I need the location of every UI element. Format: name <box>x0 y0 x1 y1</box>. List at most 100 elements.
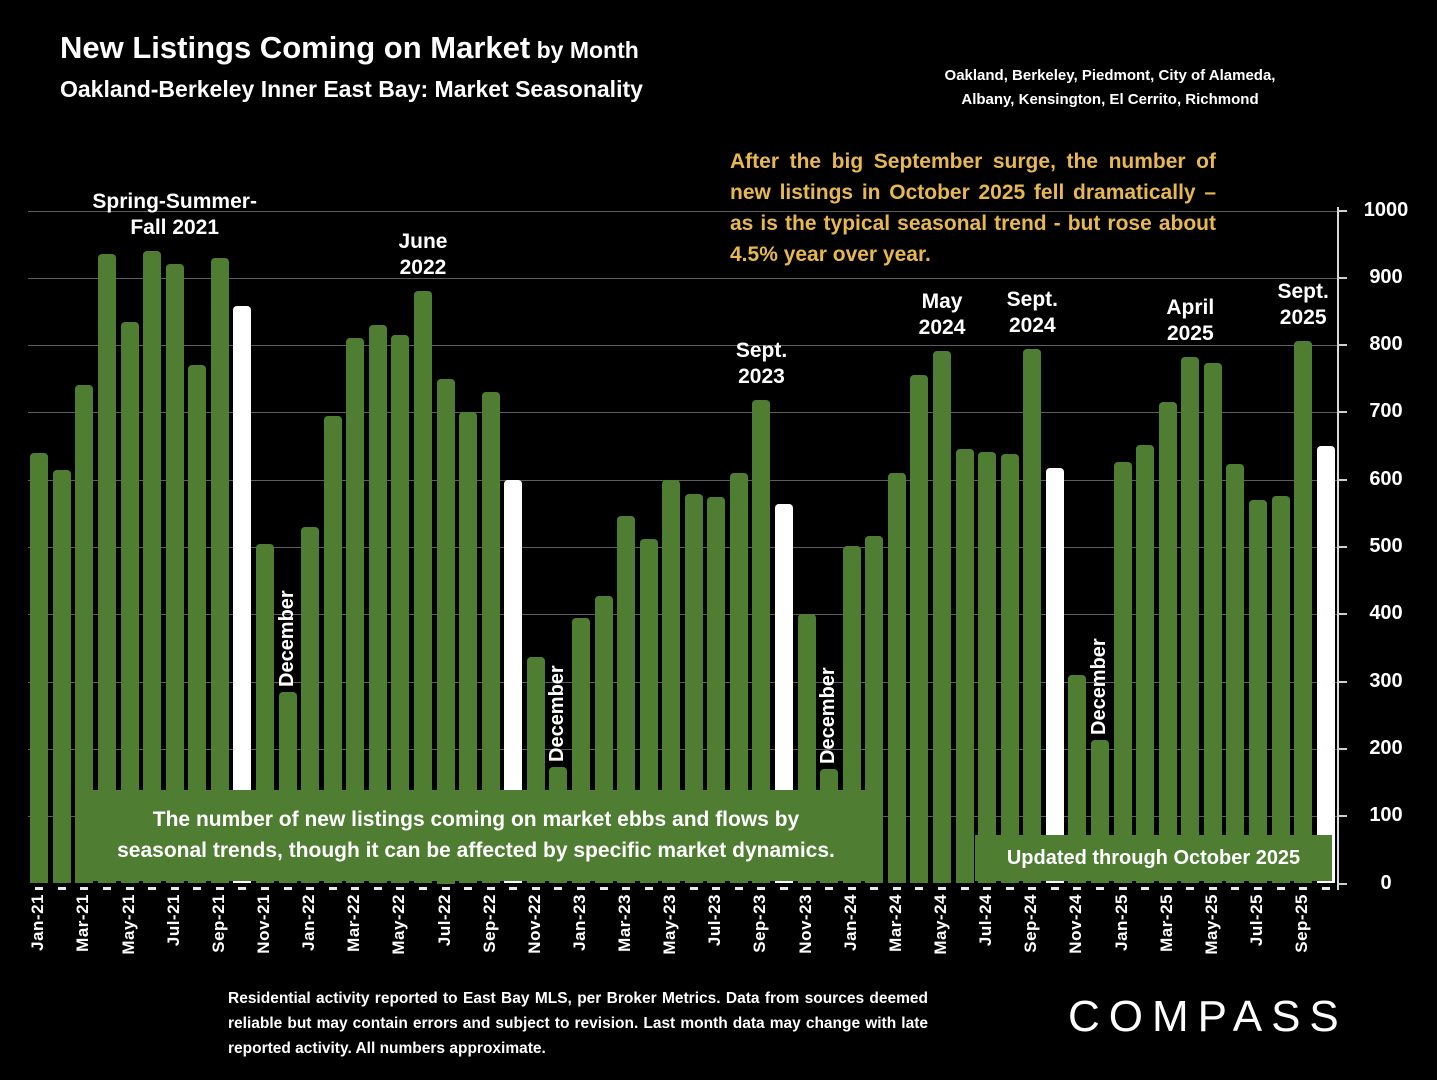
december-label-dec-21: December <box>275 589 298 687</box>
x-axis-label-mar-23: Mar-23 <box>615 893 635 952</box>
bar-aug-25 <box>1271 495 1290 884</box>
bar-oct-21 <box>233 306 252 884</box>
x-axis-label-nov-24: Nov-24 <box>1066 893 1086 954</box>
x-axis-dash-jul-21 <box>170 886 179 890</box>
y-axis-tick-300 <box>1337 680 1347 683</box>
gridline-800 <box>28 345 1337 347</box>
region-note-line2: Albany, Kensington, El Cerrito, Richmond <box>961 91 1259 108</box>
x-axis-dash-feb-22 <box>328 886 337 890</box>
x-axis-dash-aug-25 <box>1276 886 1285 890</box>
x-axis-dash-mar-25 <box>1163 886 1172 890</box>
x-axis-dash-jul-24 <box>983 886 992 890</box>
y-axis-label-800: 800 <box>1369 333 1403 356</box>
bar-jun-25 <box>1226 463 1245 884</box>
x-axis-dash-oct-21 <box>238 886 247 890</box>
gridline-500 <box>28 547 1337 548</box>
footer-disclaimer: Residential activity reported to East Ba… <box>228 990 928 1057</box>
x-axis-dash-may-23 <box>667 886 676 890</box>
x-axis-dash-may-21 <box>125 886 134 890</box>
december-label-dec-22: December <box>546 665 569 763</box>
x-axis-dash-sep-22 <box>486 886 495 890</box>
x-axis-dash-nov-22 <box>531 886 540 890</box>
bar-oct-25 <box>1316 446 1335 884</box>
page-title-main: New Listings Coming on Market <box>60 30 531 65</box>
x-axis-label-sep-21: Sep-21 <box>208 893 228 953</box>
y-axis-tick-200 <box>1337 747 1347 750</box>
bar-mar-21 <box>75 385 94 884</box>
annotation-may-2024-line2: 2024 <box>918 316 966 340</box>
x-axis-dash-sep-25 <box>1299 886 1308 890</box>
bar-may-24 <box>933 351 952 884</box>
gridline-200 <box>28 748 1337 750</box>
bar-aug-22 <box>459 412 478 884</box>
gridline-400 <box>28 614 1337 616</box>
x-axis-dash-nov-24 <box>1073 886 1082 890</box>
y-axis-tick-700 <box>1337 411 1347 414</box>
seasonality-note-line1: The number of new listings coming on mar… <box>152 808 800 831</box>
annotation-sept-2024-line2: 2024 <box>1008 314 1056 338</box>
x-axis-dash-apr-21 <box>102 886 111 890</box>
bar-oct-22 <box>504 479 523 884</box>
y-axis-tick-400 <box>1337 613 1347 616</box>
y-axis-line <box>1337 206 1339 890</box>
annotation-april-2025-line1: April <box>1166 296 1215 320</box>
x-axis-label-jan-24: Jan-24 <box>840 893 860 951</box>
bar-sep-22 <box>481 392 500 884</box>
x-axis-label-jan-25: Jan-25 <box>1111 893 1131 951</box>
x-axis-dash-apr-25 <box>1186 886 1195 890</box>
bar-may-23 <box>662 479 681 884</box>
annotation-sept-2025-line2: 2025 <box>1279 306 1327 330</box>
x-axis-label-nov-21: Nov-21 <box>253 893 273 954</box>
x-axis-dash-aug-21 <box>193 886 202 890</box>
annotation-sept-2024: Sept. 2024 <box>937 287 1127 339</box>
x-axis-label-nov-22: Nov-22 <box>524 893 544 954</box>
annotation-sept-2025-line1: Sept. <box>1277 280 1329 304</box>
bar-feb-22 <box>323 415 342 884</box>
bar-jun-24 <box>955 449 974 884</box>
x-axis-dash-sep-24 <box>1028 886 1037 890</box>
annotation-spring-summer-fall-2021-line1: Spring-Summer- <box>92 189 257 213</box>
annotation-sept-2023-line1: Sept. <box>735 339 788 363</box>
x-axis-label-may-25: May-25 <box>1201 893 1221 955</box>
bar-aug-24 <box>1000 454 1019 884</box>
x-axis-label-jul-24: Jul-24 <box>976 893 996 946</box>
x-axis-dash-apr-22 <box>373 886 382 890</box>
x-axis-label-jul-25: Jul-25 <box>1247 893 1266 946</box>
x-axis-label-jan-22: Jan-22 <box>299 893 319 951</box>
bar-sep-23 <box>752 400 771 884</box>
region-note: Oakland, Berkeley, Piedmont, City of Ala… <box>900 64 1320 112</box>
annotation-spring-summer-fall-2021-line2: Fall 2021 <box>130 215 220 239</box>
bar-apr-21 <box>97 254 116 884</box>
y-axis-label-700: 700 <box>1369 400 1403 423</box>
gridline-700 <box>28 412 1337 414</box>
page-subtitle: Oakland-Berkeley Inner East Bay: Market … <box>60 76 643 102</box>
x-axis-dash-aug-24 <box>1005 886 1014 890</box>
x-axis-dash-jun-23 <box>689 886 698 890</box>
annotation-april-2025: April 2025 <box>1095 295 1285 347</box>
y-axis-label-500: 500 <box>1369 535 1403 557</box>
x-axis-dash-jan-24 <box>847 886 856 890</box>
bar-jan-21 <box>30 452 49 884</box>
page-title-suffix: by Month <box>530 37 639 63</box>
x-axis-dash-feb-25 <box>1141 886 1150 890</box>
bar-aug-23 <box>729 472 748 884</box>
x-axis-dash-mar-22 <box>351 886 360 890</box>
gridline-300 <box>28 681 1337 683</box>
x-axis-label-jul-21: Jul-21 <box>163 893 183 946</box>
bar-apr-22 <box>368 324 387 884</box>
x-axis-label-may-24: May-24 <box>931 893 951 955</box>
december-label-dec-23: December <box>817 667 840 765</box>
x-axis-dash-jan-21 <box>35 886 44 890</box>
page-title: New Listings Coming on Market by Month <box>60 30 639 66</box>
x-axis-dash-jan-22 <box>306 886 315 890</box>
x-axis-label-jul-23: Jul-23 <box>705 893 725 946</box>
seasonality-note-box: The number of new listings coming on mar… <box>75 790 877 881</box>
gridline-1000 <box>28 210 1337 212</box>
y-axis-tick-1000 <box>1337 209 1347 212</box>
annotation-sept-2025: Sept. 2025 <box>1208 279 1398 331</box>
bar-aug-21 <box>188 365 207 884</box>
bar-mar-22 <box>346 338 365 884</box>
x-axis-label-may-23: May-23 <box>660 893 680 955</box>
